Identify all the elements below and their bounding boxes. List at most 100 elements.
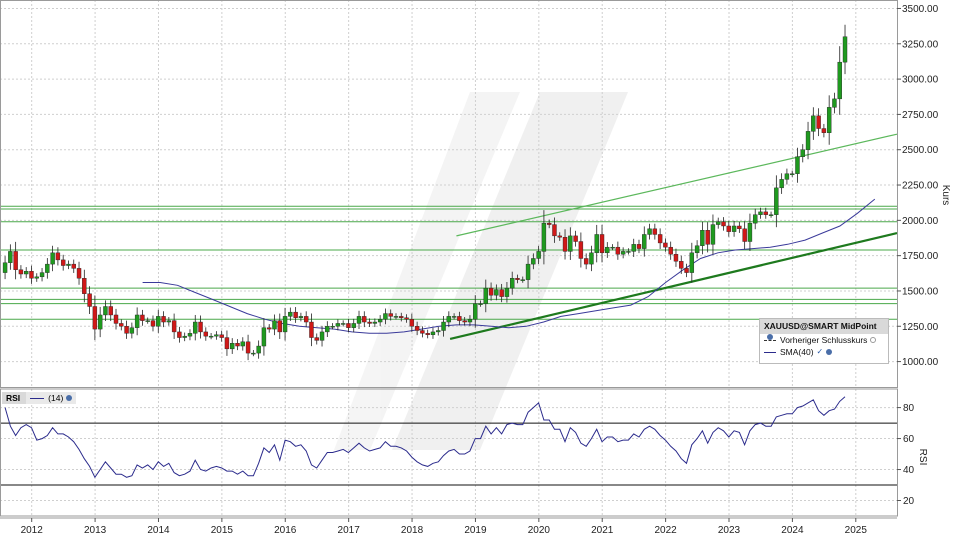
candle-body [430,331,436,335]
candle-body [245,341,251,354]
candle-body [795,156,800,174]
candle-body [774,187,779,215]
candle-body [620,251,626,255]
candle-body [673,254,679,262]
candle-body [499,289,504,297]
candle-body [288,311,293,317]
candle-body [230,343,235,350]
price-tick-label: 1000.00 [902,357,939,368]
globe-icon[interactable] [66,395,73,401]
panel-frames [0,0,898,517]
rsi-tick-label: 80 [903,403,915,414]
candle-body [510,278,515,289]
time-tick-label: 2025 [845,525,868,536]
legend-title: XAUUSD@SMART MidPoint [760,319,888,340]
candle-body [277,320,282,333]
candle-body [657,234,663,244]
time-tick-label: 2017 [338,525,361,536]
candle-body [679,261,684,269]
price-tick-label: 3500.00 [902,4,939,15]
candle-body [71,263,76,269]
candle-body [573,235,578,242]
candle-body [409,319,415,327]
candle-body [161,316,166,323]
candle-body [50,252,55,265]
candle-body [731,225,737,232]
candle-body [525,263,531,280]
candle-body [335,323,341,327]
candle-body [721,221,726,227]
candle-body [156,316,161,327]
price-panel-frame [0,0,898,388]
candle-body [356,316,362,324]
candle-body [837,61,842,100]
price-tick-label: 1500.00 [902,286,939,297]
candle-body [779,179,784,189]
time-tick-label: 2022 [654,525,677,536]
settings-icon[interactable] [870,337,877,343]
candle-body [346,323,351,328]
candle-body [2,262,8,273]
candle-body [436,330,441,333]
candle-body [267,327,272,330]
candle-body [483,287,488,304]
candle-body [441,321,446,331]
price-tick-label: 1250.00 [902,322,939,333]
candle-body [388,313,393,317]
candle-body [504,287,510,297]
candle-body [34,276,39,279]
time-tick-label: 2021 [591,525,614,536]
globe-icon[interactable] [767,334,773,340]
candle-body [319,331,325,341]
chart-legend: XAUUSD@SMART MidPoint Vorheriger Schluss… [759,318,889,364]
candle-body [562,237,568,252]
candle-body [742,228,747,242]
check-icon[interactable]: ✓ [816,347,824,356]
candle-body [737,225,742,230]
candle-body [668,246,673,255]
candle-body [113,314,119,324]
rsi-layer [4,396,846,479]
candle-body [251,352,256,355]
price-tick-label: 2500.00 [902,145,939,156]
candle-body [705,230,710,245]
globe-icon[interactable] [826,349,833,355]
candle-body [282,316,288,333]
candle-body [124,326,129,334]
candle-body [119,323,124,327]
candle-body [325,326,330,333]
candle-body [208,335,214,338]
candle-body [140,314,145,321]
watermark-logo [334,92,628,450]
time-tick-label: 2020 [528,525,551,536]
rsi-panel-label: RSI (14) [2,392,77,404]
candle-body [689,252,695,273]
trend-lines [449,133,898,341]
candle-body [187,333,193,337]
candle-body [684,268,689,273]
candle-body [520,279,525,281]
candle-body [235,343,240,347]
candle-body [214,334,219,337]
candle-body [805,131,811,150]
candle-body [636,244,642,249]
candle-body [832,98,837,108]
candle-body [578,241,584,259]
legend-symbol: XAUUSD@SMART MidPoint [764,321,877,331]
candle-body [24,270,29,275]
candle-body [39,272,45,278]
candle-body [219,334,224,338]
candle-body [256,345,261,354]
candle-body [615,246,621,255]
candle-body [789,173,795,175]
candle-body [383,313,388,320]
candle-body [515,278,520,280]
rsi-series-legend: (14) [26,392,77,404]
candle-body [182,335,187,338]
rsi-line [4,396,846,479]
legend-sma: SMA(40) ✓ [760,346,888,358]
candle-body [758,211,763,215]
candle-body [340,323,346,325]
solid-line-icon [30,397,45,399]
